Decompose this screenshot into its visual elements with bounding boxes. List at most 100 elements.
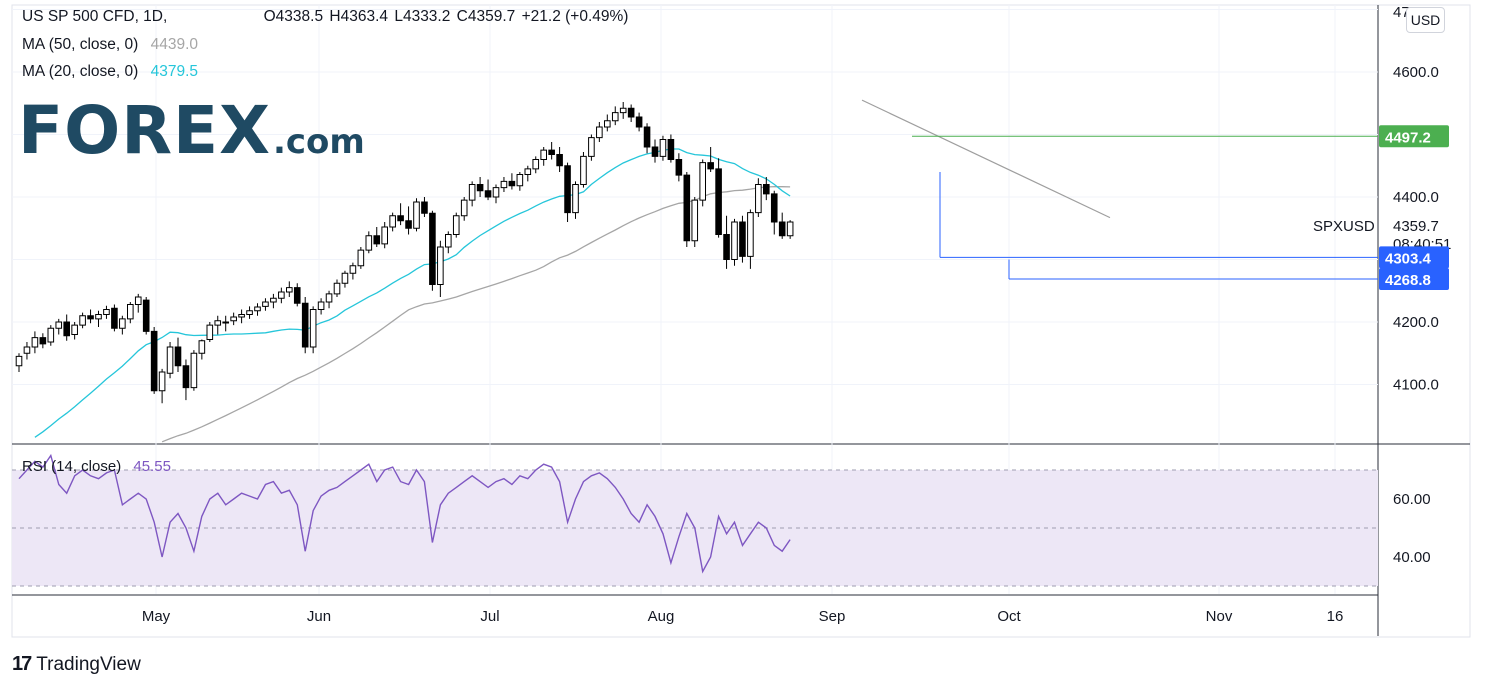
- ma50-legend[interactable]: MA (50, close, 0) 4439.0: [22, 36, 200, 54]
- candle: [63, 314, 71, 341]
- candle: [508, 173, 516, 190]
- candle: [532, 156, 540, 174]
- candle: [659, 135, 667, 161]
- candle-body: [134, 296, 142, 305]
- candle: [262, 298, 269, 311]
- candle-body: [413, 201, 420, 229]
- candle: [31, 331, 39, 354]
- candle: [71, 322, 78, 340]
- candle-body: [286, 287, 293, 293]
- candle: [445, 231, 452, 254]
- candle: [150, 327, 158, 394]
- candle-body: [604, 120, 611, 128]
- candle-body: [174, 346, 182, 367]
- time-axis-label: Jul: [480, 608, 499, 625]
- rsi-axis-label: 40.00: [1393, 549, 1431, 566]
- level-lines: [861, 99, 1378, 280]
- candle-body: [572, 184, 579, 214]
- candle: [357, 247, 365, 269]
- forex-logo: FOREX.com: [18, 92, 365, 169]
- candle-body: [198, 340, 206, 354]
- candle: [301, 297, 309, 354]
- candle: [468, 181, 476, 207]
- time-axis-label: Oct: [997, 608, 1021, 625]
- candle-body: [627, 107, 635, 118]
- ohlc-low: L4333.2: [394, 8, 451, 25]
- rsi-value: 45.55: [133, 458, 171, 475]
- candle-body: [778, 221, 786, 237]
- candle: [222, 315, 229, 332]
- candle: [23, 342, 31, 360]
- candle: [405, 206, 412, 235]
- candle-body: [564, 165, 571, 214]
- candle-body: [532, 159, 540, 170]
- candle: [707, 147, 714, 172]
- rsi-axis-label: 60.00: [1393, 491, 1431, 508]
- candle: [635, 112, 643, 132]
- candle: [134, 293, 142, 313]
- candle-body: [429, 212, 436, 285]
- candle-body: [230, 316, 237, 322]
- ma20-label: MA (20, close, 0): [22, 63, 139, 80]
- candle-body: [452, 215, 460, 235]
- candle-body: [731, 221, 738, 260]
- candle: [198, 339, 206, 360]
- candle-body: [405, 220, 412, 229]
- candle: [786, 220, 794, 239]
- candle: [723, 215, 730, 269]
- candle: [460, 197, 468, 221]
- candle: [564, 162, 571, 222]
- level-box: [1379, 268, 1449, 290]
- time-axis-label: May: [142, 608, 171, 625]
- ma20-legend[interactable]: MA (20, close, 0) 4379.5: [22, 63, 200, 81]
- candle: [47, 325, 55, 346]
- candle-body: [31, 337, 39, 348]
- candle: [397, 203, 404, 226]
- chart-header: US SP 500 CFD, 1D, O4338.5 H4363.4 L4333…: [22, 8, 630, 26]
- candle-body: [460, 199, 468, 217]
- ohlc-close: C4359.7: [456, 8, 516, 25]
- candle-body: [190, 352, 198, 389]
- candle-body: [786, 221, 794, 237]
- candle-body: [150, 330, 158, 392]
- candle-body: [278, 291, 285, 299]
- axes: 4700.04600.04400.04200.04100.0SPXUSD4359…: [142, 4, 1452, 625]
- candle: [206, 322, 214, 342]
- symbol-title[interactable]: US SP 500 CFD, 1D,: [22, 8, 168, 25]
- candle-body: [293, 287, 301, 304]
- candle: [333, 279, 341, 297]
- candle: [127, 302, 134, 324]
- candle: [166, 342, 174, 379]
- time-axis-label: 16: [1327, 608, 1344, 625]
- candle: [158, 368, 166, 404]
- candle: [548, 142, 555, 160]
- candle-body: [111, 307, 118, 329]
- time-axis-label: Nov: [1206, 608, 1233, 625]
- candlestick-series: [15, 102, 794, 404]
- candle-body: [635, 116, 643, 128]
- candle: [572, 181, 579, 219]
- ma20-line: [34, 148, 791, 438]
- candle: [278, 287, 285, 304]
- candle-body: [619, 107, 627, 114]
- rsi-legend[interactable]: RSI (14, close) 45.55: [22, 458, 173, 475]
- candle-body: [23, 346, 31, 354]
- tradingview-brand: 17 TradingView: [12, 653, 141, 676]
- level-box-label: 4268.8: [1385, 272, 1431, 289]
- candle: [111, 304, 118, 332]
- candle: [699, 159, 707, 207]
- candle: [238, 309, 245, 324]
- candle-body: [707, 162, 714, 170]
- tradingview-label: TradingView: [36, 654, 141, 675]
- price-label: 4100.0: [1393, 377, 1439, 394]
- ohlc-high: H4363.4: [329, 8, 389, 25]
- candle-body: [683, 174, 691, 242]
- candle-body: [588, 137, 595, 157]
- candle: [293, 283, 301, 307]
- candle: [142, 297, 150, 335]
- candle: [349, 262, 357, 280]
- candle-body: [39, 337, 47, 345]
- candle-body: [87, 315, 94, 320]
- currency-badge[interactable]: USD: [1406, 7, 1445, 33]
